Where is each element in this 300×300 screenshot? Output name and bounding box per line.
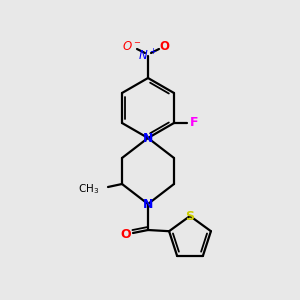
Text: O: O (121, 229, 131, 242)
Text: F: F (190, 116, 198, 130)
Text: O: O (159, 40, 169, 52)
Text: $N^+$: $N^+$ (138, 48, 158, 64)
Text: N: N (143, 131, 153, 145)
Text: $O^-$: $O^-$ (122, 40, 142, 52)
Text: N: N (143, 197, 153, 211)
Text: S: S (185, 209, 194, 223)
Text: CH$_3$: CH$_3$ (78, 182, 99, 196)
